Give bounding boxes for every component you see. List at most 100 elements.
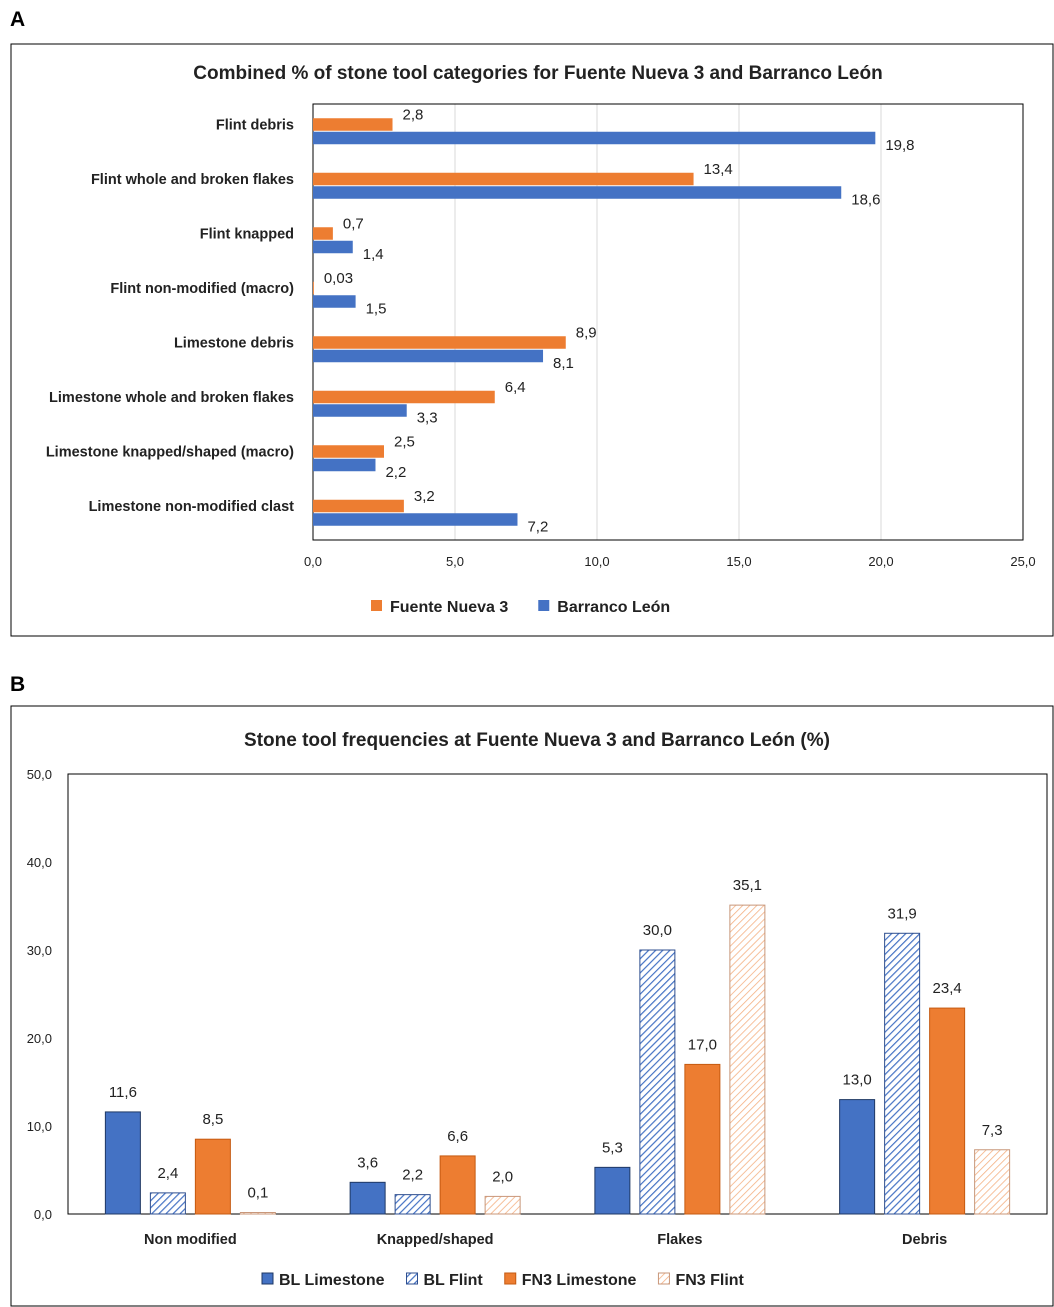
chart-a-bar-barranco-le-n <box>313 349 544 363</box>
chart-a-category-label: Limestone debris <box>174 335 294 351</box>
chart-b-ytick-label: 0,0 <box>34 1207 52 1222</box>
chart-a-data-label: 18,6 <box>851 191 880 208</box>
chart-b-category-label: Knapped/shaped <box>377 1232 494 1248</box>
chart-b-legend-swatch <box>504 1272 517 1285</box>
chart-a-bar-fuente-nueva-3 <box>313 390 495 404</box>
chart-a-category-label: Limestone knapped/shaped (macro) <box>46 444 294 460</box>
chart-b-data-label: 7,3 <box>982 1122 1003 1139</box>
chart-b-data-label: 2,0 <box>492 1168 513 1185</box>
chart-b-category-label: Debris <box>902 1232 947 1248</box>
chart-a-bar-barranco-le-n <box>313 404 407 417</box>
chart-a-bar-barranco-le-n <box>313 240 353 254</box>
chart-a-plot-area <box>312 103 1024 541</box>
chart-b-data-label: 6,6 <box>447 1128 468 1145</box>
chart-a-bar-barranco-le-n <box>313 458 376 472</box>
chart-a-legend-swatch <box>538 600 550 611</box>
chart-a-data-label: 2,2 <box>385 464 406 481</box>
chart-b-legend-swatch <box>406 1272 418 1285</box>
chart-a-data-label: 6,4 <box>505 379 526 396</box>
chart-b-bar-fn3-limestone <box>929 1007 966 1215</box>
chart-b-data-label: 30,0 <box>643 922 672 939</box>
chart-a-data-label: 8,9 <box>576 324 597 341</box>
chart-b-data-label: 13,0 <box>843 1072 872 1089</box>
chart-a-data-label: 2,5 <box>394 433 415 450</box>
chart-b-ytick-label: 10,0 <box>27 1119 52 1134</box>
chart-b-ytick-label: 40,0 <box>27 855 52 870</box>
chart-a-data-label: 8,1 <box>553 355 574 372</box>
chart-b-data-label: 2,2 <box>402 1167 423 1184</box>
chart-a-category-label: Flint debris <box>216 117 294 133</box>
chart-b-bar-fn3-flint <box>239 1212 276 1215</box>
chart-a-data-label: 2,8 <box>403 106 424 123</box>
chart-a-xtick-label: 20,0 <box>868 554 893 569</box>
chart-a-bar-barranco-le-n <box>313 186 842 199</box>
chart-a-xtick-label: 15,0 <box>726 554 751 569</box>
chart-a-category-label: Flint whole and broken flakes <box>91 172 294 188</box>
chart-a-data-label: 1,4 <box>363 246 384 263</box>
chart-a-legend-label: Barranco León <box>557 599 670 616</box>
chart-a-data-label: 7,2 <box>527 518 548 535</box>
chart-b-category-label: Non modified <box>144 1232 237 1248</box>
chart-b-ytick-label: 20,0 <box>27 1031 52 1046</box>
chart-b-bar-fn3-limestone <box>439 1155 476 1215</box>
chart-a-bar-fuente-nueva-3 <box>313 172 694 186</box>
chart-a-category-label: Limestone non-modified clast <box>89 499 295 515</box>
chart-a-data-label: 3,3 <box>417 409 438 426</box>
chart-a-legend-label: Fuente Nueva 3 <box>390 599 508 616</box>
chart-a-xtick-label: 10,0 <box>584 554 609 569</box>
chart-b-bar-fn3-flint <box>484 1195 521 1215</box>
chart-b-bar-bl-limestone <box>104 1111 141 1215</box>
chart-b-bar-fn3-flint <box>729 904 766 1215</box>
panel-b-label: B <box>10 673 26 696</box>
chart-a-legend-swatch <box>371 600 382 611</box>
chart-a-bar-barranco-le-n <box>313 295 356 308</box>
chart-a-data-label: 1,5 <box>366 300 387 317</box>
chart-b-data-label: 11,6 <box>109 1084 137 1101</box>
chart-a-category-label: Limestone whole and broken flakes <box>49 390 294 406</box>
chart-a-bar-barranco-le-n <box>313 513 518 526</box>
chart-b-bar-bl-limestone <box>839 1099 876 1215</box>
chart-b-title: Stone tool frequencies at Fuente Nueva 3… <box>244 730 830 751</box>
chart-a-data-label: 3,2 <box>414 488 435 505</box>
chart-b-data-label: 31,9 <box>888 905 917 922</box>
chart-a-category-label: Flint non-modified (macro) <box>110 281 294 297</box>
chart-a-xtick-label: 0,0 <box>304 554 322 569</box>
panel-a-label: A <box>10 8 26 31</box>
chart-b-legend-swatch <box>261 1272 274 1285</box>
chart-a-bar-fuente-nueva-3 <box>313 281 314 295</box>
chart-a-bar-barranco-le-n <box>313 131 876 145</box>
chart-b-bar-bl-flint <box>639 949 676 1215</box>
chart-b-data-label: 17,0 <box>688 1036 717 1053</box>
chart-a-bar-fuente-nueva-3 <box>313 118 393 131</box>
chart-b-legend-label: BL Limestone <box>279 1272 385 1289</box>
chart-b-data-label: 35,1 <box>733 877 762 894</box>
chart-a-bar-fuente-nueva-3 <box>313 227 333 240</box>
chart-b: 0,0 10,0 20,0 30,0 40,0 50,0 Non modified 11,6 2… <box>27 767 1048 1289</box>
chart-a-data-label: 13,4 <box>704 161 733 178</box>
chart-a-data-label: 19,8 <box>885 137 914 154</box>
chart-a-bar-fuente-nueva-3 <box>313 445 384 458</box>
chart-b-legend-label: FN3 Flint <box>675 1272 744 1289</box>
chart-b-bar-bl-limestone <box>594 1166 631 1215</box>
chart-b-bar-bl-flint <box>149 1192 186 1215</box>
chart-a-data-label: 0,7 <box>343 215 364 232</box>
chart-b-bar-fn3-limestone <box>194 1138 231 1215</box>
chart-a-bar-fuente-nueva-3 <box>313 336 566 349</box>
chart-b-data-label: 5,3 <box>602 1139 623 1156</box>
chart-b-bar-bl-limestone <box>349 1181 386 1215</box>
chart-b-data-label: 23,4 <box>933 980 962 997</box>
chart-b-data-label: 2,4 <box>157 1165 178 1182</box>
chart-a-bar-fuente-nueva-3 <box>313 499 404 513</box>
chart-a-data-label: 0,03 <box>324 270 353 287</box>
chart-b-ytick-label: 30,0 <box>27 943 52 958</box>
chart-b-legend-label: FN3 Limestone <box>522 1272 637 1289</box>
chart-b-bar-fn3-limestone <box>684 1063 721 1215</box>
chart-b-bar-bl-flint <box>394 1194 431 1215</box>
chart-b-category-label: Flakes <box>657 1232 702 1248</box>
chart-b-data-label: 0,1 <box>247 1185 268 1202</box>
chart-b-legend-label: BL Flint <box>424 1272 484 1289</box>
chart-a-category-label: Flint knapped <box>200 226 294 242</box>
chart-a-xtick-label: 25,0 <box>1010 554 1035 569</box>
chart-b-legend-swatch <box>657 1272 670 1285</box>
